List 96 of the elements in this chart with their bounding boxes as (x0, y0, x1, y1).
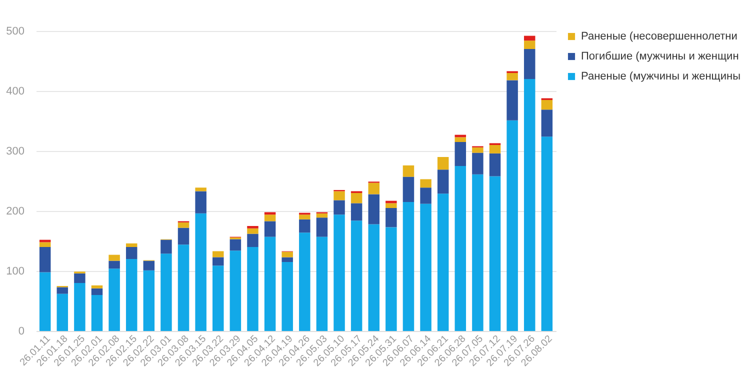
bar (195, 213, 206, 331)
bar (74, 273, 86, 283)
bar (524, 49, 536, 79)
bar (91, 285, 103, 288)
bar (334, 191, 345, 200)
bar (368, 224, 380, 331)
bar (316, 218, 328, 237)
bar (437, 157, 449, 170)
bar (506, 73, 518, 80)
bar (420, 204, 432, 331)
bar (524, 36, 536, 41)
bar (212, 257, 224, 266)
bar (264, 221, 276, 237)
bar (472, 152, 484, 174)
bar (212, 266, 224, 331)
bar (472, 174, 484, 331)
bar (247, 234, 258, 247)
bar (541, 100, 553, 110)
y-tick-label: 300 (6, 146, 24, 158)
y-tick-label: 100 (6, 266, 24, 278)
bar (299, 219, 310, 233)
bar (126, 243, 138, 247)
bar (402, 202, 414, 331)
bar (506, 120, 518, 331)
bar (350, 220, 362, 331)
bar (454, 166, 466, 331)
bar (39, 242, 51, 247)
legend-label: Погибшие (мужчины и женщин (581, 50, 739, 62)
bar (472, 147, 484, 153)
y-tick-label: 200 (6, 206, 24, 218)
bar (126, 247, 138, 259)
bar (350, 193, 362, 204)
bar (489, 153, 501, 176)
bar (56, 287, 68, 294)
bar (195, 188, 206, 192)
bar (39, 247, 51, 272)
bar (541, 136, 553, 331)
bar (420, 188, 432, 204)
bar (178, 228, 190, 245)
bar (108, 268, 120, 331)
bar (264, 212, 276, 215)
bar (489, 176, 501, 331)
bar (489, 145, 501, 154)
bar (247, 247, 258, 331)
bar (282, 262, 293, 331)
bar (402, 176, 414, 202)
bar (160, 240, 172, 254)
bar (264, 236, 276, 331)
bar (160, 254, 172, 331)
bar (74, 283, 86, 331)
bar (143, 270, 155, 331)
bar (368, 182, 380, 194)
bar (56, 294, 68, 331)
bar (126, 259, 138, 331)
bar (264, 214, 276, 222)
bar (299, 232, 310, 331)
bar (108, 254, 120, 261)
bar (39, 272, 51, 331)
bar (350, 203, 362, 221)
bar (506, 80, 518, 120)
bar (334, 214, 345, 331)
bar (178, 244, 190, 331)
bar (437, 170, 449, 194)
bar (402, 165, 414, 177)
bar (524, 79, 536, 331)
bar (454, 137, 466, 142)
y-tick-label: 400 (6, 86, 24, 98)
bar (541, 110, 553, 137)
y-tick-label: 0 (18, 326, 24, 338)
bar (143, 260, 155, 270)
bar (230, 239, 242, 251)
bar (334, 200, 345, 215)
bar (195, 191, 206, 214)
bar (108, 260, 120, 269)
bar (299, 214, 310, 220)
bar (91, 295, 103, 331)
bar (230, 250, 242, 331)
bar (386, 227, 397, 331)
legend-label: Раненые (мужчины и женщины (581, 70, 741, 82)
bar (368, 194, 380, 224)
bar (282, 252, 293, 258)
bar (282, 257, 293, 262)
bar (437, 194, 449, 331)
bar (420, 179, 432, 188)
bar (178, 222, 190, 228)
bar (454, 142, 466, 166)
bar (386, 203, 397, 208)
bar (91, 288, 103, 295)
bar (316, 213, 328, 218)
legend-label: Раненые (несовершеннолетни (581, 30, 738, 42)
bar (247, 228, 258, 234)
y-tick-label: 500 (6, 26, 24, 38)
bar (316, 236, 328, 331)
bar (524, 40, 536, 49)
bar (212, 251, 224, 258)
bar (386, 208, 397, 228)
